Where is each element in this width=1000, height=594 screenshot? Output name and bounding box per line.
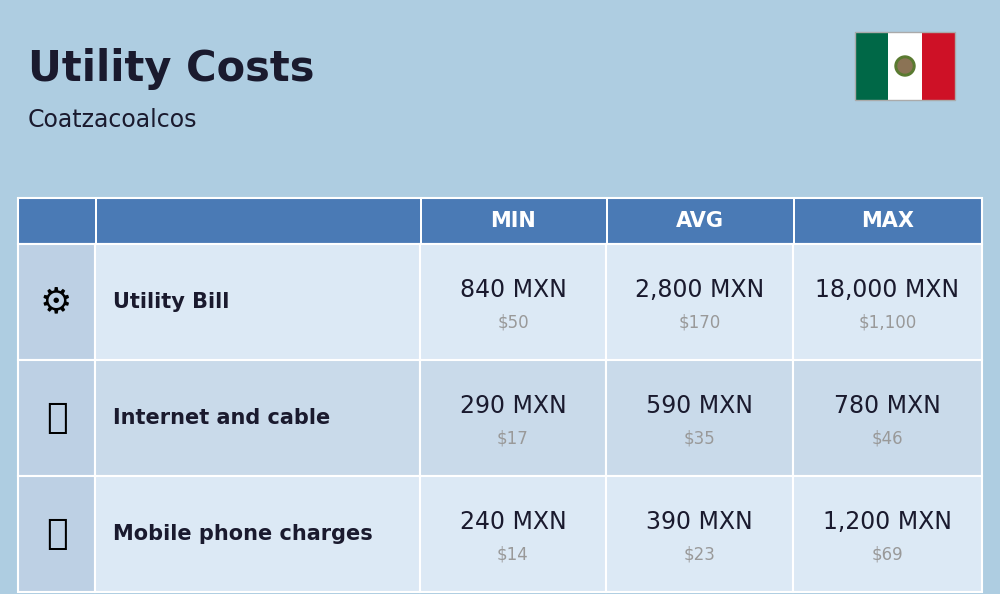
Text: 390 MXN: 390 MXN	[646, 510, 753, 534]
Bar	[606, 476, 793, 592]
Text: Mobile phone charges: Mobile phone charges	[113, 524, 373, 544]
Bar	[420, 244, 606, 360]
Text: 840 MXN: 840 MXN	[460, 278, 566, 302]
Text: $1,100: $1,100	[858, 313, 917, 331]
Bar	[95, 360, 420, 476]
Bar	[420, 360, 606, 476]
Bar	[95, 198, 96, 244]
Circle shape	[898, 59, 912, 73]
Bar	[18, 198, 982, 244]
Bar	[606, 360, 793, 476]
Bar	[18, 360, 95, 476]
Text: 590 MXN: 590 MXN	[646, 394, 753, 418]
Text: AVG: AVG	[676, 211, 724, 231]
Bar	[793, 244, 982, 360]
Text: 780 MXN: 780 MXN	[834, 394, 941, 418]
Text: Utility Costs: Utility Costs	[28, 48, 314, 90]
Bar	[793, 360, 982, 476]
Bar	[606, 198, 608, 244]
Bar	[18, 244, 95, 360]
Bar	[95, 244, 420, 360]
Text: MAX: MAX	[861, 211, 914, 231]
Bar	[420, 476, 606, 592]
Bar	[793, 476, 982, 592]
Text: Coatzacoalcos: Coatzacoalcos	[28, 108, 198, 132]
Text: 📱: 📱	[46, 517, 67, 551]
Text: MIN: MIN	[490, 211, 536, 231]
Text: 2,800 MXN: 2,800 MXN	[635, 278, 764, 302]
Bar	[855, 32, 888, 100]
Text: 290 MXN: 290 MXN	[460, 394, 566, 418]
Bar	[420, 198, 422, 244]
Text: $46: $46	[872, 429, 903, 447]
Bar	[922, 32, 955, 100]
Text: $14: $14	[497, 545, 529, 563]
Text: Internet and cable: Internet and cable	[113, 408, 330, 428]
Bar	[18, 476, 95, 592]
Text: 240 MXN: 240 MXN	[460, 510, 566, 534]
Text: Utility Bill: Utility Bill	[113, 292, 229, 312]
Text: $170: $170	[678, 313, 721, 331]
Text: $50: $50	[497, 313, 529, 331]
Bar	[793, 198, 794, 244]
Bar	[95, 476, 420, 592]
Text: $69: $69	[872, 545, 903, 563]
Text: $35: $35	[684, 429, 715, 447]
Bar	[606, 244, 793, 360]
Bar	[855, 32, 955, 100]
Text: $23: $23	[684, 545, 715, 563]
Text: 📶: 📶	[46, 401, 67, 435]
Bar	[888, 32, 922, 100]
Circle shape	[895, 56, 915, 76]
Text: $17: $17	[497, 429, 529, 447]
Text: ⚙️: ⚙️	[40, 285, 73, 319]
Text: 1,200 MXN: 1,200 MXN	[823, 510, 952, 534]
Text: 18,000 MXN: 18,000 MXN	[815, 278, 960, 302]
